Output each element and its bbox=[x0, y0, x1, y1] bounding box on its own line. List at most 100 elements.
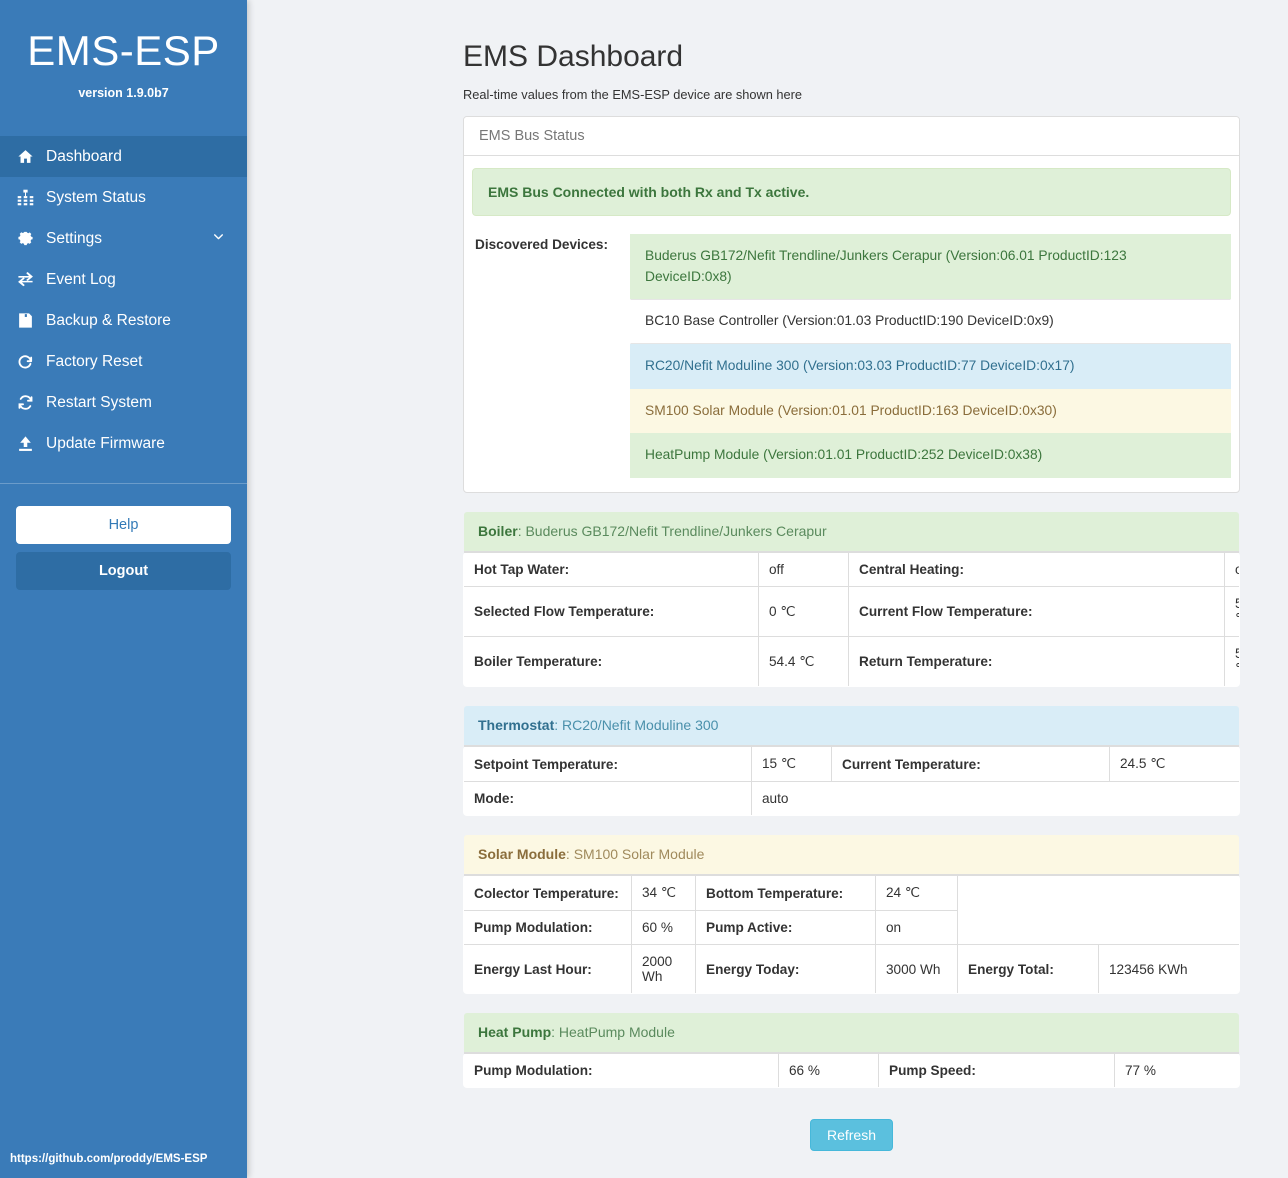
table-row: Pump Modulation: 66 % Pump Speed: 77 % bbox=[464, 1053, 1239, 1088]
cell-key: Pump Active: bbox=[695, 910, 876, 945]
cell-key: Mode: bbox=[464, 781, 752, 816]
cell-value: 0 ℃ bbox=[758, 586, 849, 637]
sidebar-item-label: Restart System bbox=[46, 393, 152, 411]
refresh-wrap: Refresh bbox=[463, 1106, 1240, 1152]
cell-value: 3000 Wh bbox=[875, 944, 958, 994]
heatpump-caption: Heat Pump: HeatPump Module bbox=[464, 1013, 1239, 1054]
thermostat-caption: Thermostat: RC20/Nefit Moduline 300 bbox=[464, 706, 1239, 747]
heatpump-caption-value: HeatPump Module bbox=[558, 1024, 675, 1041]
boiler-caption: Boiler: Buderus GB172/Nefit Trendline/Ju… bbox=[464, 512, 1239, 553]
cell-value: on bbox=[875, 910, 958, 945]
cell-key: Boiler Temperature: bbox=[464, 636, 759, 687]
cell-value: 24.5 ℃ bbox=[1120, 756, 1166, 772]
thermostat-caption-sep: : bbox=[554, 717, 563, 734]
sidebar-item-label: Event Log bbox=[46, 270, 116, 288]
sidebar: EMS-ESP version 1.9.0b7 Dashboard bbox=[0, 0, 247, 1178]
upload-icon bbox=[10, 435, 40, 452]
sidebar-divider bbox=[0, 483, 247, 484]
cell-value: 2000 Wh bbox=[631, 944, 696, 994]
list-item: BC10 Base Controller (Version:01.03 Prod… bbox=[630, 299, 1231, 345]
table-row: Mode: auto bbox=[464, 781, 1239, 816]
logout-button[interactable]: Logout bbox=[16, 552, 231, 590]
thermostat-caption-label: Thermostat bbox=[478, 717, 555, 734]
sidebar-nav: Dashboard System Status bbox=[0, 136, 247, 484]
cell-key: Central Heating: bbox=[848, 552, 1225, 587]
cell-value: 66 % bbox=[778, 1053, 879, 1088]
thermostat-caption-value: RC20/Nefit Moduline 300 bbox=[562, 717, 719, 734]
cell-key: Selected Flow Temperature: bbox=[464, 586, 759, 637]
sidebar-item-backup-restore[interactable]: Backup & Restore bbox=[0, 300, 247, 341]
gear-icon bbox=[10, 230, 40, 247]
cell-value: 54.4 ℃ bbox=[758, 636, 849, 687]
github-link[interactable]: https://github.com/proddy/EMS-ESP bbox=[10, 1153, 208, 1165]
thermostat-table: Thermostat: RC20/Nefit Moduline 300 Setp… bbox=[463, 705, 1240, 817]
solar-caption-sep: : bbox=[565, 846, 574, 863]
discovered-devices-list: Buderus GB172/Nefit Trendline/Junkers Ce… bbox=[630, 234, 1231, 479]
cell-key: Current Flow Temperature: bbox=[848, 586, 1225, 637]
panel-body: EMS Bus Connected with both Rx and Tx ac… bbox=[464, 156, 1239, 492]
cell-empty bbox=[958, 911, 1099, 945]
sidebar-item-factory-reset[interactable]: Factory Reset bbox=[0, 341, 247, 382]
boiler-caption-sep: : bbox=[517, 523, 526, 540]
solar-caption-value: SM100 Solar Module bbox=[573, 846, 705, 863]
cell-value: 77 % bbox=[1125, 1063, 1156, 1079]
cell-value: off bbox=[1225, 553, 1239, 587]
list-item: RC20/Nefit Moduline 300 (Version:03.03 P… bbox=[630, 344, 1231, 389]
cell-key: Energy Last Hour: bbox=[464, 944, 632, 994]
brand-version: version 1.9.0b7 bbox=[78, 86, 169, 100]
heat-pump-table: Heat Pump: HeatPump Module Pump Modulati… bbox=[463, 1012, 1240, 1089]
sidebar-item-label: Dashboard bbox=[46, 147, 122, 165]
sidebar-item-settings[interactable]: Settings bbox=[0, 218, 247, 259]
cell-key: Pump Modulation: bbox=[464, 910, 632, 945]
discovered-devices-label: Discovered Devices: bbox=[475, 237, 608, 252]
cell-key: Energy Total: bbox=[957, 944, 1099, 994]
cell-key: Bottom Temperature: bbox=[695, 875, 876, 911]
main-content: EMS Dashboard Real-time values from the … bbox=[247, 0, 1288, 1178]
cell-value: auto bbox=[751, 781, 1239, 816]
list-item: HeatPump Module (Version:01.01 ProductID… bbox=[630, 433, 1231, 479]
cell-empty bbox=[958, 876, 1099, 911]
solar-caption-label: Solar Module bbox=[478, 846, 566, 863]
list-item: SM100 Solar Module (Version:01.01 Produc… bbox=[630, 388, 1231, 434]
table-row: Boiler Temperature: 54.4 ℃ Return Temper… bbox=[464, 636, 1239, 687]
discovered-devices-row: Discovered Devices: Buderus GB172/Nefit … bbox=[472, 216, 1231, 480]
cell-key: Setpoint Temperature: bbox=[464, 746, 752, 782]
page-subtitle: Real-time values from the EMS-ESP device… bbox=[463, 87, 803, 102]
cell-empty bbox=[1099, 876, 1240, 911]
table-row: Pump Modulation: 60 % Pump Active: on bbox=[464, 910, 1239, 945]
sidebar-item-event-log[interactable]: Event Log bbox=[0, 259, 247, 300]
sidebar-item-label: Factory Reset bbox=[46, 352, 143, 370]
sidebar-item-label: System Status bbox=[46, 188, 146, 206]
sidebar-item-dashboard[interactable]: Dashboard bbox=[0, 136, 247, 177]
rotate-right-icon bbox=[10, 353, 40, 370]
help-button[interactable]: Help bbox=[16, 506, 231, 544]
ems-bus-status-panel: EMS Bus Status EMS Bus Connected with bo… bbox=[463, 116, 1240, 494]
cell-value: 34 ℃ bbox=[631, 875, 696, 911]
heatpump-caption-label: Heat Pump bbox=[478, 1024, 552, 1041]
page-title: EMS Dashboard bbox=[463, 40, 684, 73]
cell-key: Colector Temperature: bbox=[464, 875, 632, 911]
boiler-table: Boiler: Buderus GB172/Nefit Trendline/Ju… bbox=[463, 511, 1240, 688]
table-row: Selected Flow Temperature: 0 ℃ Current F… bbox=[464, 586, 1239, 637]
refresh-button[interactable]: Refresh bbox=[809, 1119, 894, 1152]
sync-icon bbox=[10, 394, 40, 411]
cell-key: Return Temperature: bbox=[848, 636, 1225, 687]
sidebar-item-restart-system[interactable]: Restart System bbox=[0, 382, 247, 423]
sidebar-item-update-firmware[interactable]: Update Firmware bbox=[0, 423, 247, 464]
home-icon bbox=[10, 148, 40, 165]
bus-status-alert: EMS Bus Connected with both Rx and Tx ac… bbox=[472, 168, 1231, 216]
solar-caption: Solar Module: SM100 Solar Module bbox=[464, 835, 1239, 876]
sitemap-icon bbox=[10, 189, 40, 206]
chevron-down-icon[interactable] bbox=[212, 230, 225, 248]
save-icon bbox=[10, 312, 40, 329]
boiler-caption-label: Boiler bbox=[478, 523, 518, 540]
cell-value: 15 ℃ bbox=[751, 746, 832, 782]
brand: EMS-ESP version 1.9.0b7 bbox=[0, 0, 247, 122]
cell-key: Pump Speed: bbox=[878, 1053, 1115, 1088]
sidebar-item-system-status[interactable]: System Status bbox=[0, 177, 247, 218]
cell-value: 53 ℃ bbox=[1224, 586, 1239, 637]
cell-key: Pump Modulation: bbox=[464, 1053, 779, 1088]
sidebar-actions: Help Logout bbox=[0, 484, 247, 590]
table-row: Energy Last Hour: 2000 Wh Energy Today: … bbox=[464, 944, 1239, 994]
